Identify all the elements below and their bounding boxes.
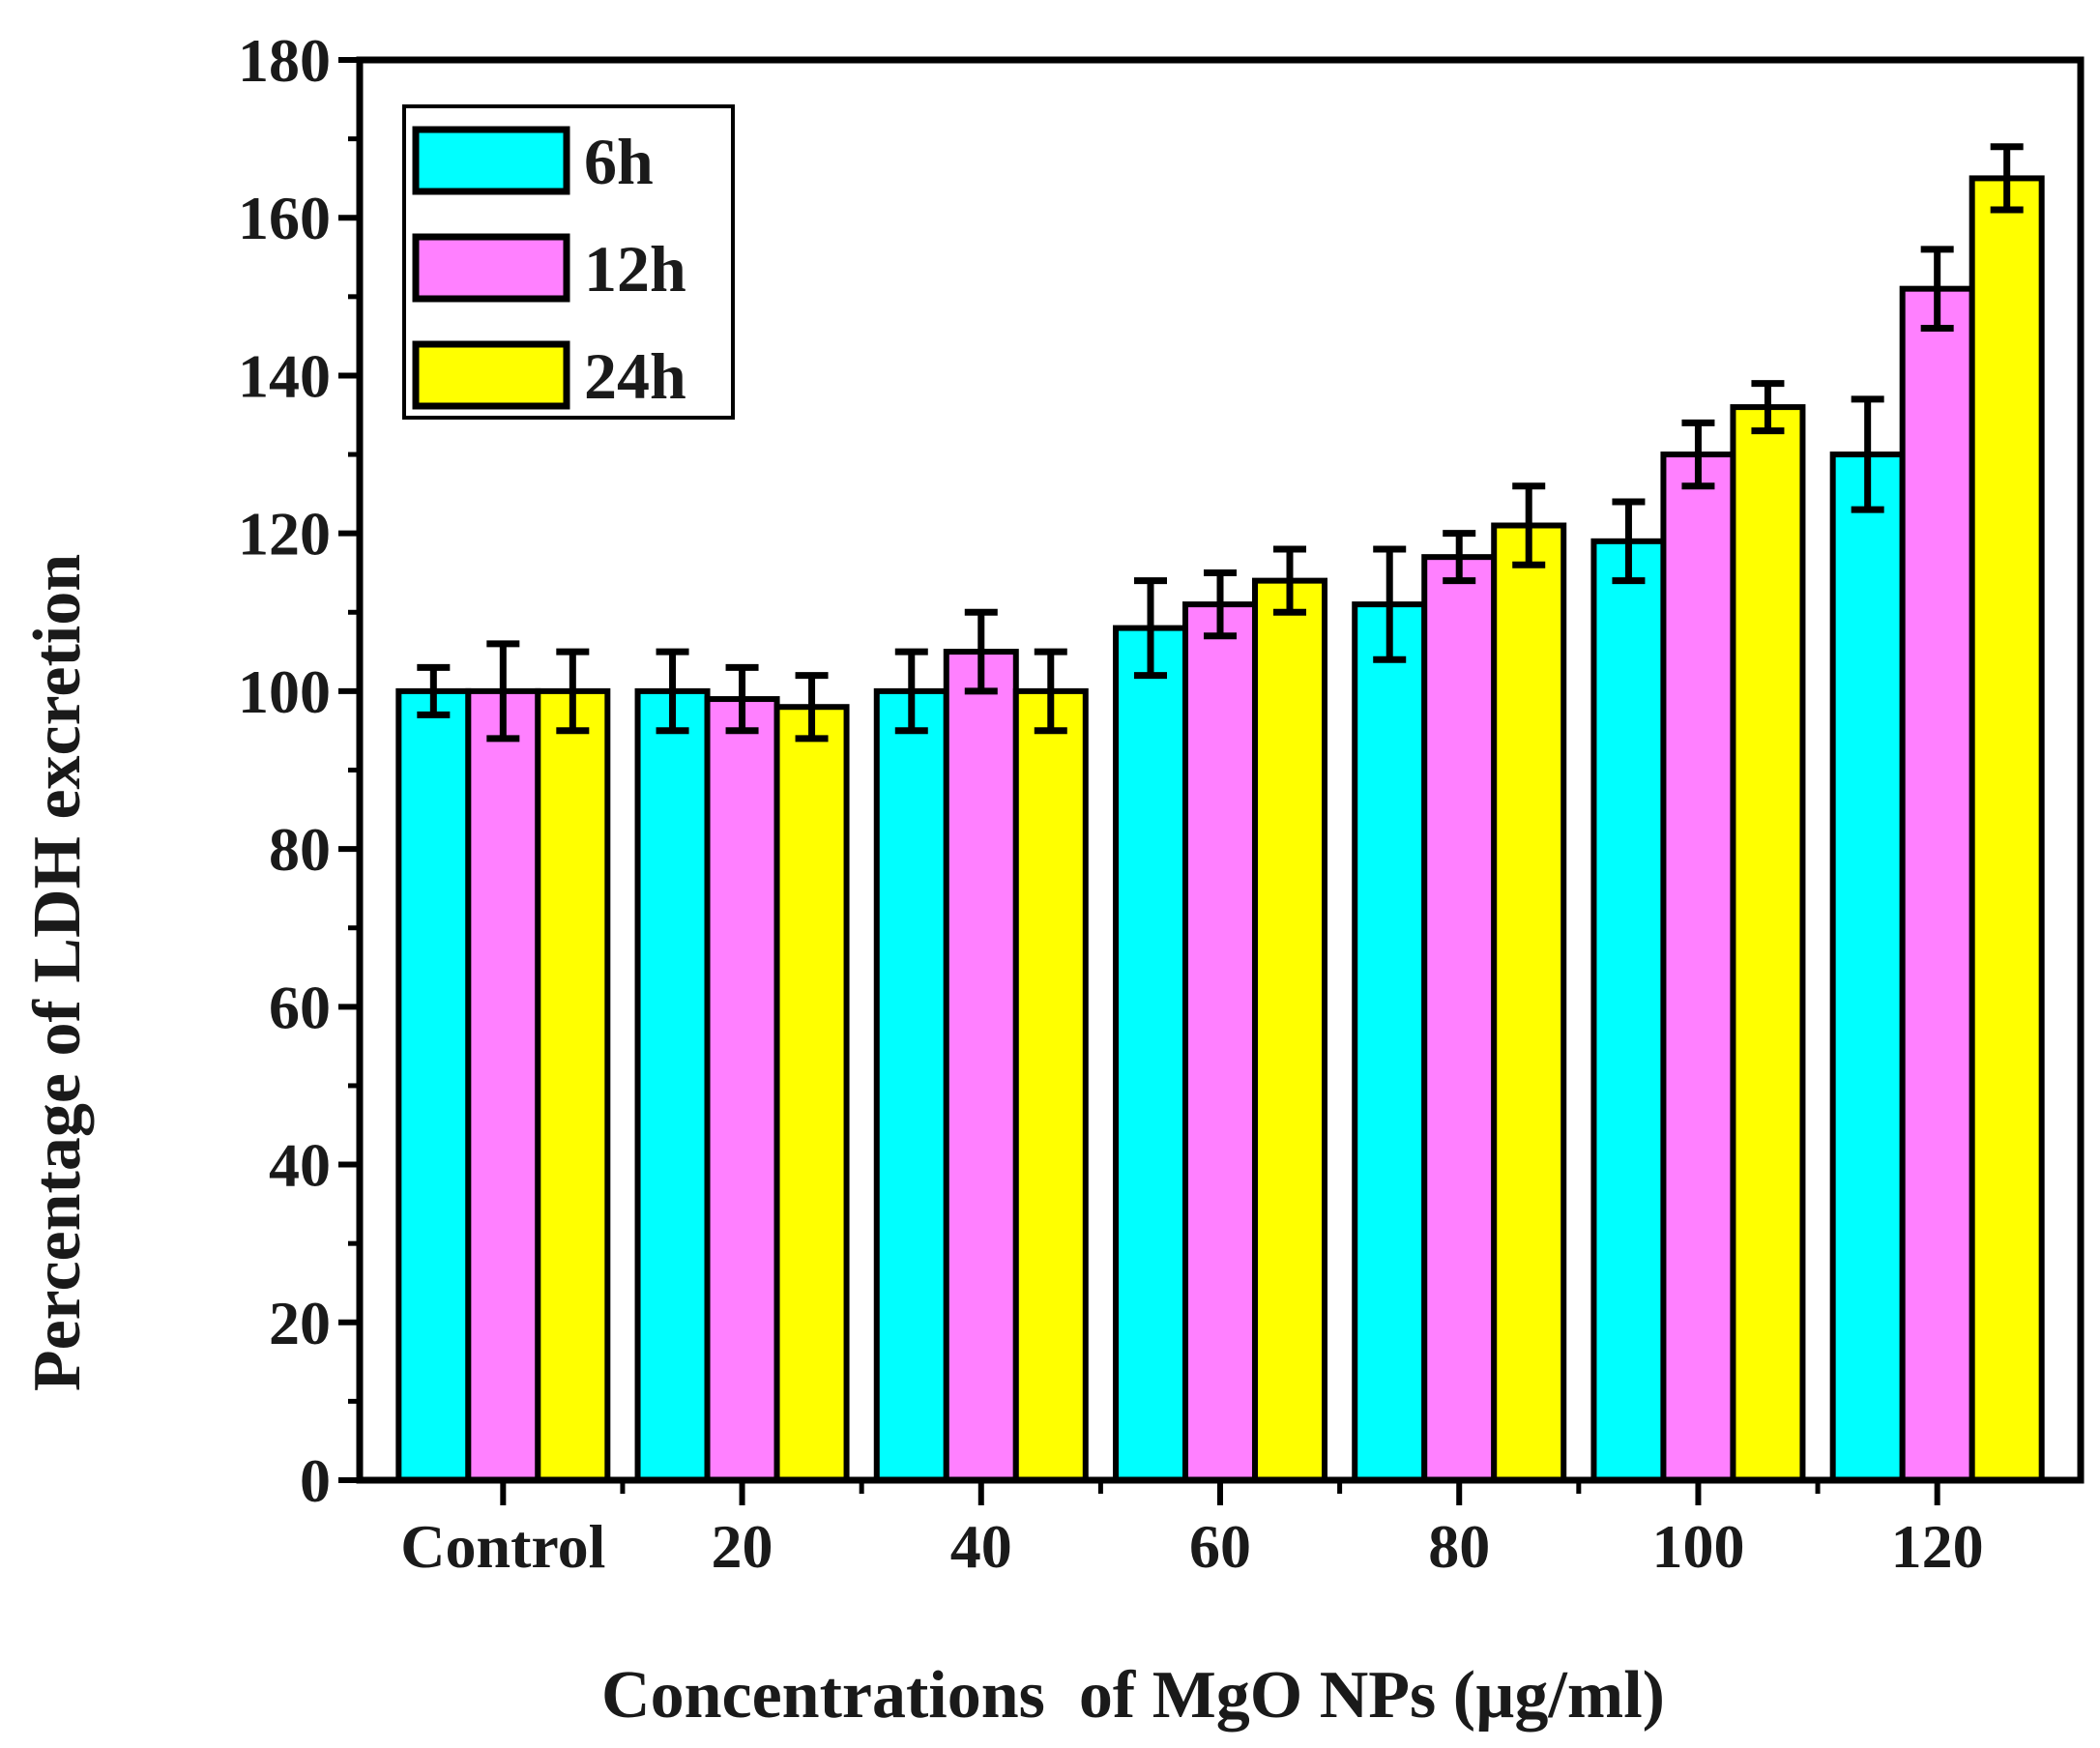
legend-label-6h: 6h [584,125,654,198]
error-bar-6h-60 [1134,577,1167,680]
error-bar-12h-60 [1204,568,1237,640]
legend-swatch-6h [412,126,570,195]
error-bar-6h-120 [1851,395,1884,513]
bar-6h-100 [1590,538,1667,1483]
x-tick-label-control: Control [400,1512,605,1581]
legend-swatch-12h [412,233,570,303]
bar-12h-20 [704,696,780,1483]
bar-12h-60 [1182,601,1258,1483]
axis-layer: 0 20 40 60 80 100 120 140 160 180 Control 20 40 60 80 1… [238,26,1984,1581]
y-tick-label-100: 100 [238,657,331,726]
legend-label-24h: 24h [584,339,686,413]
bar-12h-40 [943,649,1019,1483]
error-bar-24h-120 [1990,143,2024,214]
bars-layer [395,175,2045,1484]
error-bar-12h-100 [1681,419,1715,490]
y-tick-label-180: 180 [238,26,331,95]
bar-6h-60 [1113,625,1188,1483]
error-bars-layer [417,143,2024,743]
error-bar-12h-40 [964,608,998,695]
error-bar-6h-80 [1373,545,1407,663]
error-bar-24h-20 [795,672,829,743]
error-bar-6h-20 [656,648,689,735]
bar-24h-100 [1730,404,1806,1484]
bar-6h-control [395,687,472,1483]
bar-24h-40 [1012,687,1089,1483]
bar-6h-40 [873,687,949,1483]
error-bar-12h-20 [725,663,759,735]
bar-12h-100 [1660,452,1736,1483]
error-bar-24h-100 [1751,380,1785,435]
y-tick-label-0: 0 [300,1446,331,1515]
bar-24h-control [535,687,611,1483]
x-tick-label-80: 80 [1428,1512,1490,1581]
error-bar-24h-60 [1273,545,1306,616]
x-axis-title: Concentrations of MgO NPs (µg/ml) [601,1658,1665,1733]
error-bar-12h-control [486,640,520,743]
bar-6h-120 [1829,452,1906,1483]
bar-12h-80 [1421,554,1498,1483]
error-bar-6h-40 [894,648,928,735]
y-tick-label-80: 80 [269,815,331,884]
error-bar-6h-100 [1612,498,1646,585]
x-tick-label-100: 100 [1651,1512,1744,1581]
x-tick-label-20: 20 [712,1512,773,1581]
x-tick-label-40: 40 [950,1512,1012,1581]
y-tick-label-40: 40 [269,1131,331,1200]
bar-12h-control [465,687,541,1483]
bar-12h-120 [1899,285,1975,1483]
bar-24h-60 [1252,577,1327,1483]
y-tick-label-160: 160 [238,184,331,252]
error-bar-6h-control [417,663,451,718]
error-bar-24h-control [556,648,590,735]
error-bar-12h-120 [1920,246,1954,332]
legend-label-12h: 12h [584,232,686,306]
legend-swatch-24h [412,340,570,410]
x-tick-label-60: 60 [1189,1512,1251,1581]
bar-24h-80 [1491,522,1567,1483]
y-tick-label-20: 20 [269,1289,331,1357]
y-tick-label-60: 60 [269,973,331,1041]
legend: 6h 12h 24h [402,104,735,420]
error-bar-24h-80 [1512,482,1546,568]
bar-6h-80 [1352,601,1428,1483]
bar-24h-20 [773,704,850,1483]
error-bar-12h-80 [1443,530,1476,585]
y-tick-label-120: 120 [238,500,331,568]
error-bar-24h-40 [1034,648,1067,735]
x-tick-label-120: 120 [1891,1512,1984,1581]
bar-6h-20 [634,687,711,1483]
y-tick-label-140: 140 [238,341,331,410]
y-axis-title: Percentage of LDH excretion [20,554,95,1391]
bar-24h-120 [1969,175,2045,1484]
